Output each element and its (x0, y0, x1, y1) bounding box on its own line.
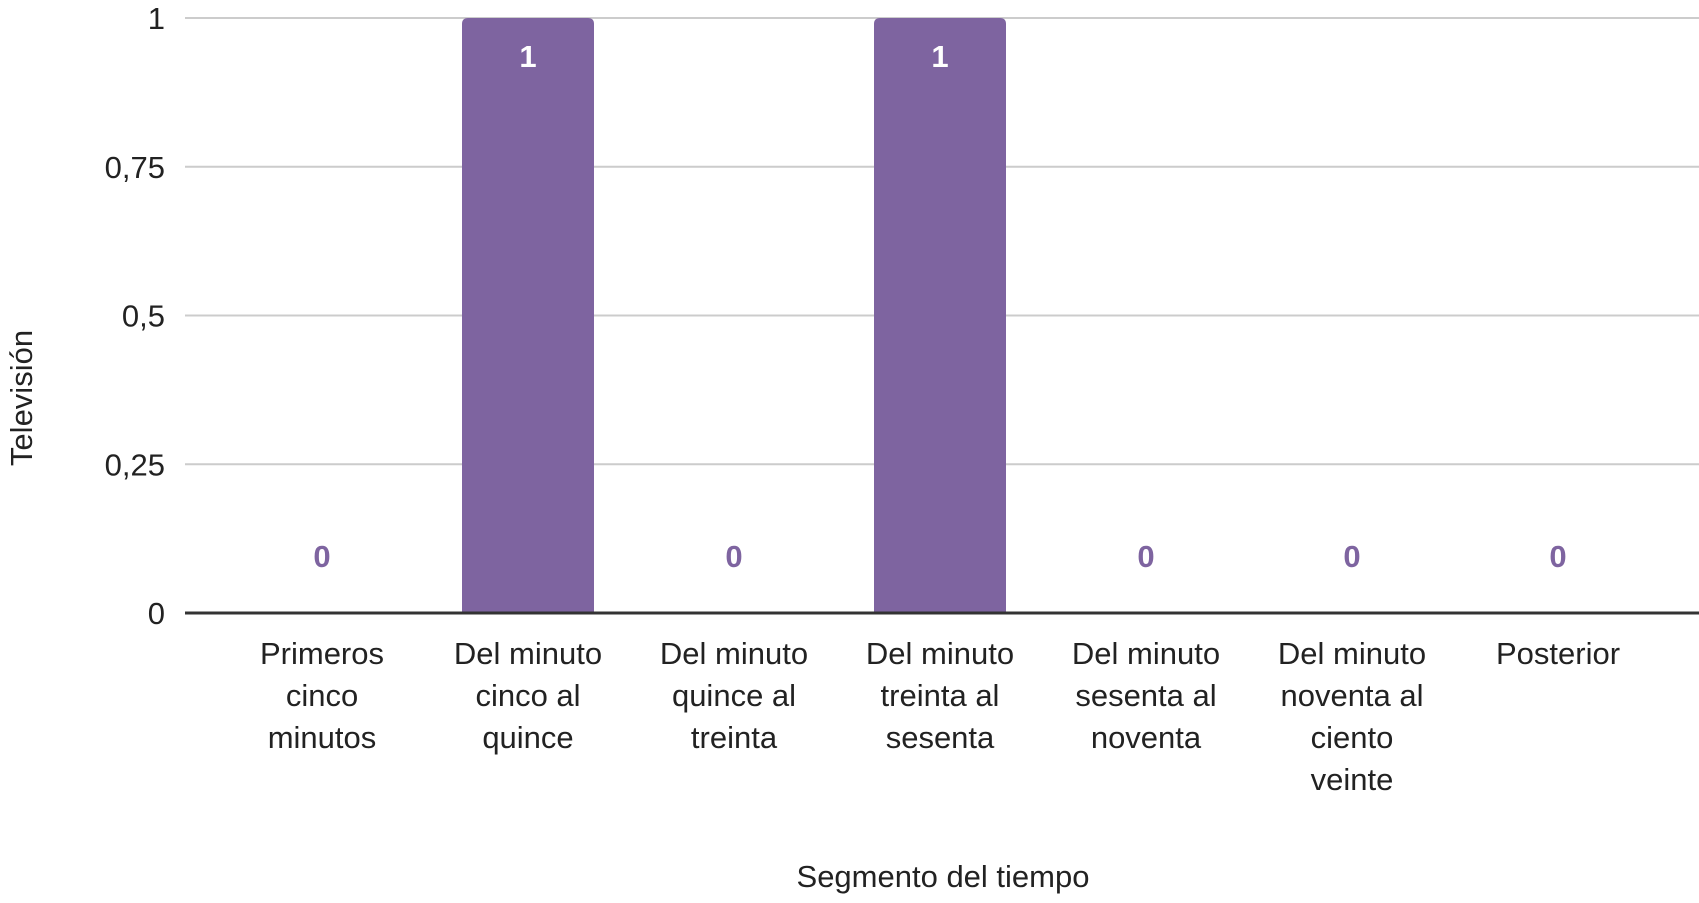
x-tick-label: Del minuto treinta al sesenta (866, 636, 1014, 755)
y-tick-label: 0,5 (122, 299, 165, 334)
bar-data-label: 0 (725, 539, 742, 574)
bar-data-label: 1 (931, 39, 948, 74)
y-axis-title: Televisión (4, 330, 39, 466)
bar (462, 18, 594, 613)
x-tick-label: Del minuto quince al treinta (660, 636, 808, 755)
bar-data-label: 0 (1549, 539, 1566, 574)
x-tick-label: Del minuto cinco al quince (454, 636, 602, 755)
y-tick-label: 0 (148, 596, 165, 631)
bar-data-label: 0 (313, 539, 330, 574)
x-tick-label: Posterior (1496, 636, 1620, 671)
bars (462, 18, 1006, 613)
x-tick-label: Del minuto noventa al ciento veinte (1278, 636, 1426, 797)
bar-data-label: 1 (519, 39, 536, 74)
bar-data-label: 0 (1343, 539, 1360, 574)
x-tick-label: Del minuto sesenta al noventa (1072, 636, 1220, 755)
y-axis-ticks: 0 0,25 0,5 0,75 1 (105, 1, 165, 631)
bar-data-label: 0 (1137, 539, 1154, 574)
y-tick-label: 0,75 (105, 150, 165, 185)
x-axis-ticks: Primeros cinco minutos Del minuto cinco al qu… (260, 636, 1620, 797)
y-tick-label: 1 (148, 1, 165, 36)
y-tick-label: 0,25 (105, 447, 165, 482)
data-labels: 0 1 0 1 0 0 0 (313, 39, 1566, 574)
x-tick-label: Primeros cinco minutos (260, 636, 384, 755)
bar (874, 18, 1006, 613)
x-axis-title: Segmento del tiempo (797, 859, 1090, 894)
